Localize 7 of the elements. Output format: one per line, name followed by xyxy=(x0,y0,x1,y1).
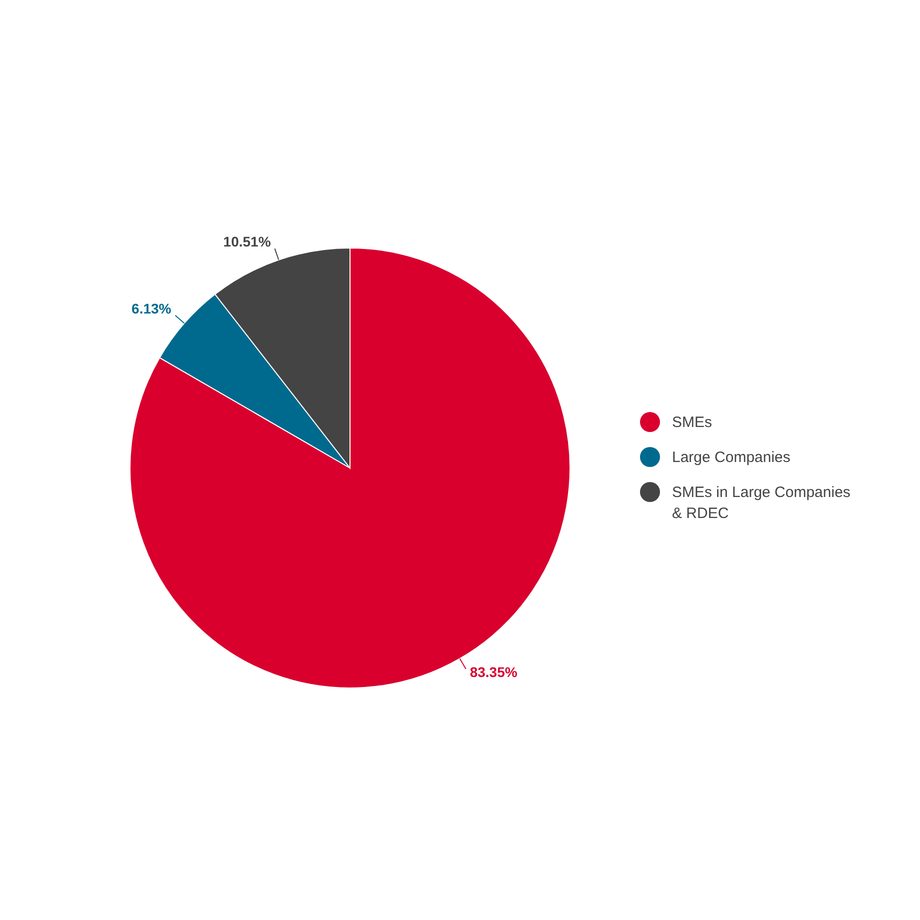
data-label: 10.51% xyxy=(223,234,272,250)
data-label: 83.35% xyxy=(470,664,518,680)
legend-label: SMEs xyxy=(672,414,712,431)
data-label: 6.13% xyxy=(132,300,172,316)
legend-label: SMEs in Large Companies & RDEC xyxy=(672,484,850,522)
pie-slice xyxy=(130,248,570,688)
legend-label: Large Companies xyxy=(672,449,790,466)
